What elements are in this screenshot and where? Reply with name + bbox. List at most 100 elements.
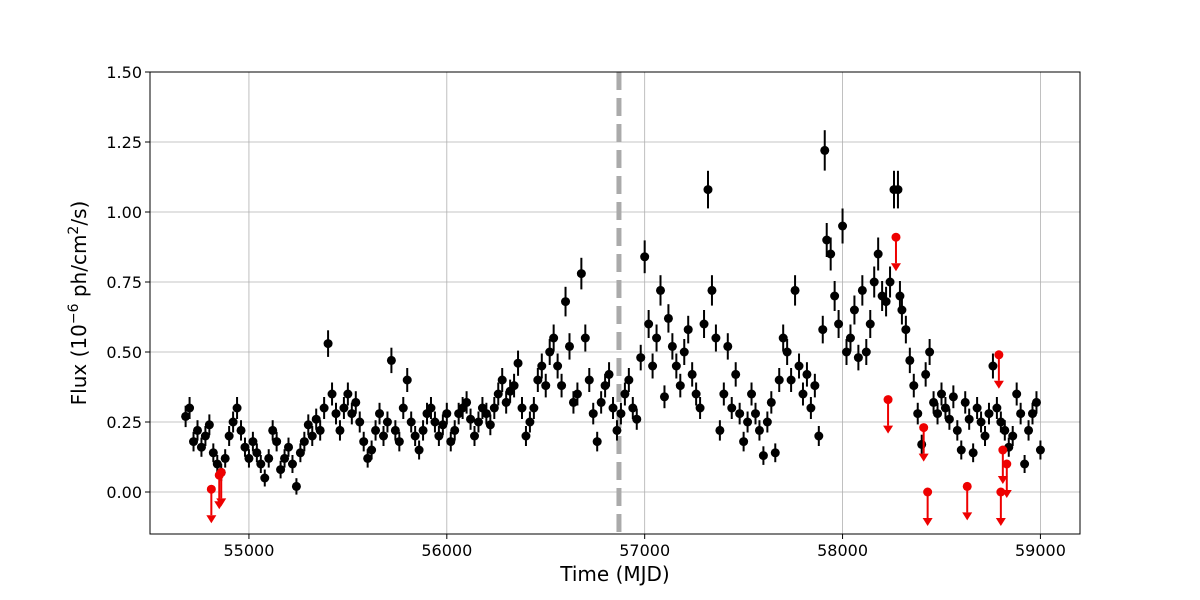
data-point: [462, 397, 472, 407]
data-point: [861, 347, 871, 357]
data-point: [822, 235, 832, 245]
upper-limit-point: [891, 232, 901, 242]
data-point: [723, 341, 733, 351]
data-point: [315, 425, 325, 435]
data-point: [869, 277, 879, 287]
y-axis-label-part: Flux (10: [67, 324, 91, 405]
data-point: [220, 453, 230, 463]
data-point: [675, 381, 685, 391]
x-tick-label: 57000: [619, 541, 670, 560]
data-point: [834, 319, 844, 329]
data-point: [327, 389, 337, 399]
data-point: [648, 361, 658, 371]
data-point: [339, 403, 349, 413]
data-point: [418, 425, 428, 435]
data-point: [758, 451, 768, 461]
data-point: [640, 252, 650, 262]
upper-limit-arrowhead: [890, 263, 901, 272]
data-point: [434, 431, 444, 441]
data-point: [838, 221, 848, 231]
upper-limit-arrowhead: [883, 425, 894, 434]
data-point: [976, 417, 986, 427]
data-point: [576, 269, 586, 279]
data-point: [371, 425, 381, 435]
data-point: [786, 375, 796, 385]
data-point: [529, 403, 539, 413]
data-point: [948, 392, 958, 402]
data-point: [426, 403, 436, 413]
data-point: [268, 425, 278, 435]
upper-limit-arrowhead: [995, 518, 1006, 526]
data-point: [351, 397, 361, 407]
data-point: [295, 448, 305, 458]
data-point: [200, 431, 210, 441]
data-point: [319, 403, 329, 413]
data-point: [901, 325, 911, 335]
upper-limit-point: [994, 350, 1004, 360]
data-point: [913, 409, 923, 419]
data-point: [485, 420, 495, 430]
data-point: [747, 389, 757, 399]
upper-limit-point: [883, 395, 893, 405]
x-tick-label: 56000: [421, 541, 472, 560]
data-point: [743, 417, 753, 427]
data-point: [414, 445, 424, 455]
upper-limit-arrowhead: [993, 380, 1004, 389]
data-point: [489, 403, 499, 413]
data-point: [794, 361, 804, 371]
upper-limit-point: [216, 467, 226, 477]
data-point: [956, 445, 966, 455]
data-point: [181, 411, 191, 421]
data-point: [656, 285, 666, 295]
data-point: [820, 145, 830, 155]
upper-limit-arrowhead: [216, 498, 227, 507]
data-point: [715, 425, 725, 435]
data-point: [600, 381, 610, 391]
data-point: [568, 397, 578, 407]
data-point: [212, 459, 222, 469]
upper-limit-arrowhead: [918, 453, 929, 462]
data-point: [493, 389, 503, 399]
data-point: [604, 369, 614, 379]
upper-limit-arrowhead: [1001, 490, 1012, 498]
data-point: [335, 425, 345, 435]
y-tick-label: 0.25: [106, 413, 142, 432]
data-point: [240, 442, 250, 452]
data-point: [276, 465, 286, 475]
data-point: [584, 375, 594, 385]
data-point: [893, 185, 903, 195]
data-point: [612, 425, 622, 435]
data-point: [703, 185, 713, 195]
data-point: [960, 397, 970, 407]
y-tick-label: 1.00: [106, 203, 142, 222]
data-point: [687, 369, 697, 379]
data-point: [410, 431, 420, 441]
data-point: [398, 403, 408, 413]
upper-limits: [206, 232, 1012, 526]
data-point: [778, 333, 788, 343]
upper-limit-arrowhead: [922, 518, 933, 526]
data-point: [766, 397, 776, 407]
data-point: [814, 431, 824, 441]
data-point: [683, 325, 693, 335]
x-tick-label: 59000: [1015, 541, 1066, 560]
data-point: [964, 414, 974, 424]
data-point: [572, 389, 582, 399]
data-point: [517, 403, 527, 413]
data-point: [695, 403, 705, 413]
data-point: [616, 409, 626, 419]
data-point: [1012, 389, 1022, 399]
data-point: [580, 333, 590, 343]
data-point: [1035, 445, 1045, 455]
data-point: [921, 369, 931, 379]
data-point: [857, 285, 867, 295]
data-point: [592, 437, 602, 447]
data-point: [284, 442, 294, 452]
plot-frame: [149, 71, 1081, 535]
data-point: [790, 285, 800, 295]
data-point: [845, 333, 855, 343]
data-point: [208, 448, 218, 458]
data-point: [667, 341, 677, 351]
data-point: [992, 403, 1002, 413]
data-point: [735, 409, 745, 419]
